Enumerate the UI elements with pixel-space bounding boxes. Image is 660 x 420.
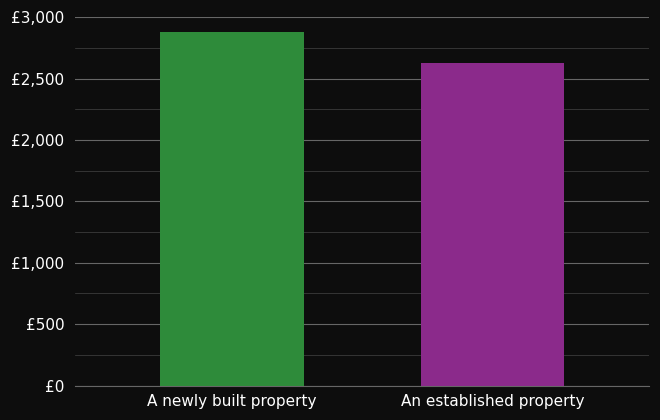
Bar xyxy=(160,32,304,386)
Bar xyxy=(421,63,564,386)
